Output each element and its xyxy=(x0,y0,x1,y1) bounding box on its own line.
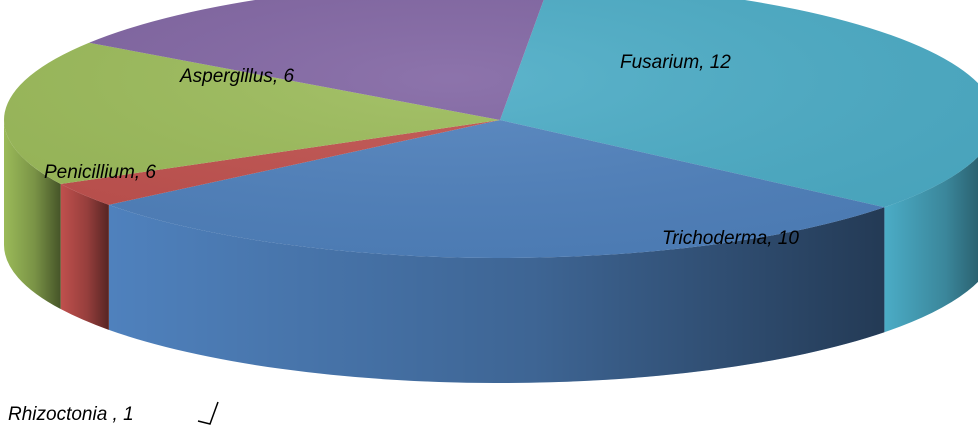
pie-sides xyxy=(4,120,978,383)
pie-top-shine xyxy=(4,0,978,258)
slice-side-shade-trichoderma xyxy=(108,204,885,383)
data-label-fusarium: Fusarium, 12 xyxy=(620,52,731,73)
data-label-rhizoctonia: Rhizoctonia , 1 xyxy=(8,404,134,425)
pie-labels: Fusarium, 12 Trichoderma, 10 Rhizoctonia ,… xyxy=(8,52,799,425)
data-label-aspergillus: Aspergillus, 6 xyxy=(179,66,294,87)
slice-side-shade-rhizoctonia xyxy=(60,184,109,330)
data-label-trichoderma: Trichoderma, 10 xyxy=(662,228,799,249)
data-label-penicillium: Penicillium, 6 xyxy=(44,162,156,183)
pie-tops xyxy=(4,0,978,258)
slice-side-shade-penicillium xyxy=(4,120,61,310)
leader-line-rhizoctonia xyxy=(197,401,219,425)
slice-side-shade-fusarium xyxy=(884,156,978,333)
